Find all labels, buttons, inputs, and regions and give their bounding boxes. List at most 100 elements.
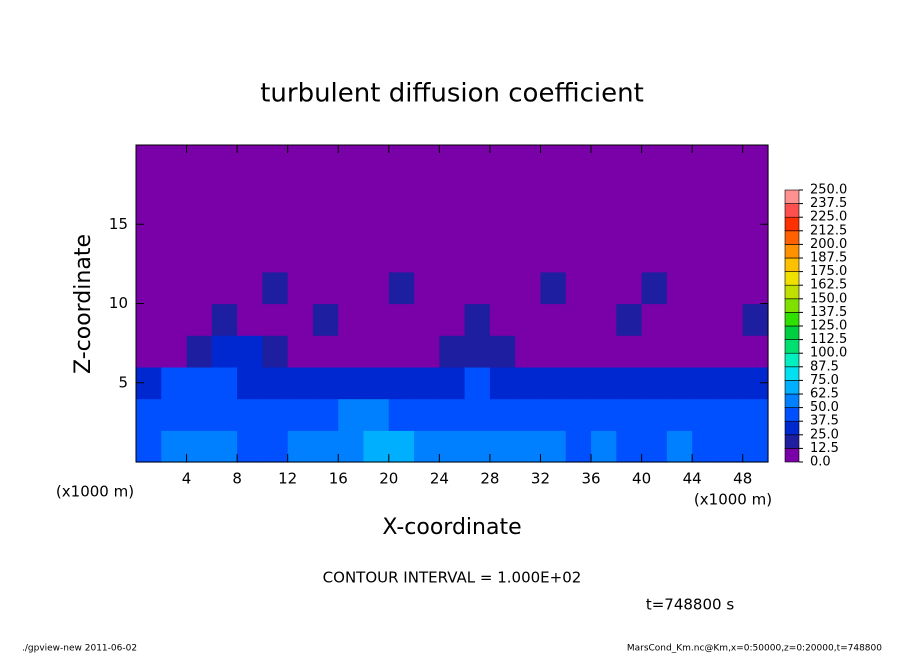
heat-cell — [464, 145, 491, 178]
heat-cell — [287, 240, 314, 273]
heat-cell — [363, 303, 390, 336]
heat-cell — [641, 208, 668, 241]
heat-cell — [338, 240, 365, 273]
heat-cell — [717, 366, 744, 400]
y-axis-label: Z-coordinate — [71, 234, 96, 374]
heat-cell — [388, 145, 415, 178]
colorbar-label: 162.5 — [810, 278, 847, 293]
heat-cell — [363, 208, 390, 241]
x-tick-label: 12 — [278, 470, 297, 488]
heat-cell — [211, 335, 238, 368]
heat-cell — [616, 240, 643, 273]
heat-cell — [287, 366, 314, 400]
heat-cell — [388, 176, 415, 209]
colorbar-box — [784, 284, 800, 300]
heat-cell — [717, 176, 744, 209]
colorbar-label: 187.5 — [810, 251, 847, 266]
heat-cell — [692, 398, 719, 431]
heat-cell — [312, 271, 339, 305]
colorbar-label: 12.5 — [810, 441, 839, 456]
heat-cell — [742, 271, 769, 305]
heat-cell — [464, 303, 491, 336]
heat-cell — [717, 208, 744, 241]
heat-cell — [565, 271, 592, 305]
heat-cell — [489, 208, 516, 241]
x-tick-label: 40 — [632, 470, 651, 488]
heat-cell — [692, 145, 719, 178]
colorbar-box — [784, 393, 800, 408]
heat-cell — [565, 335, 592, 368]
heat-cell — [237, 208, 263, 241]
heat-cell — [641, 366, 668, 400]
heat-cell — [515, 398, 542, 431]
heat-cell — [237, 430, 263, 463]
heat-cell — [439, 240, 466, 273]
heat-cell — [161, 271, 188, 305]
heat-cell — [641, 398, 668, 431]
heat-cell — [186, 430, 213, 463]
x-unit-label: (x1000 m) — [694, 491, 772, 509]
heat-cell — [692, 335, 719, 368]
heat-cell — [338, 430, 365, 463]
heat-cell — [161, 240, 188, 273]
heat-cell — [717, 240, 744, 273]
colorbar-label: 50.0 — [810, 400, 839, 415]
heat-cell — [591, 271, 617, 305]
x-tick-label: 24 — [430, 470, 449, 488]
heat-cell — [136, 398, 162, 431]
heat-cell — [717, 430, 744, 463]
x-tick-label: 36 — [581, 470, 600, 488]
heat-cell — [692, 366, 719, 400]
heat-cell — [742, 240, 769, 273]
y-tick-label: 5 — [118, 373, 128, 391]
heat-cell — [439, 271, 466, 305]
heat-cell — [464, 271, 491, 305]
heat-cell — [211, 430, 238, 463]
heat-cell — [161, 208, 188, 241]
heat-cell — [565, 366, 592, 400]
heat-cell — [262, 366, 289, 400]
colorbar-label: 237.5 — [810, 196, 847, 211]
heat-cell — [641, 271, 668, 305]
heat-cell — [363, 145, 390, 178]
heat-cell — [515, 208, 542, 241]
heat-cell — [515, 240, 542, 273]
heat-cell — [717, 145, 744, 178]
heat-cell — [262, 335, 289, 368]
heat-cell — [666, 398, 693, 431]
heat-cell — [692, 240, 719, 273]
heat-cell — [742, 335, 769, 368]
heat-cell — [616, 145, 643, 178]
colorbar-box — [784, 203, 800, 218]
heat-cell — [312, 176, 339, 209]
heat-cell — [666, 271, 693, 305]
heat-cell — [717, 335, 744, 368]
heat-cell — [742, 145, 769, 178]
heat-cell — [237, 176, 263, 209]
heat-cell — [388, 366, 415, 400]
chart-title: turbulent diffusion coefficient — [260, 79, 644, 109]
heat-cell — [742, 430, 769, 463]
colorbar-label: 250.0 — [810, 183, 847, 198]
heat-cell — [388, 208, 415, 241]
heat-cell — [692, 208, 719, 241]
heat-cell — [565, 176, 592, 209]
heat-cell — [136, 240, 162, 273]
colorbar-box — [784, 271, 800, 286]
heat-cell — [312, 303, 339, 336]
heat-cell — [414, 240, 440, 273]
x-unit-label: (x1000 m) — [56, 483, 134, 501]
heat-cell — [262, 208, 289, 241]
heat-cell — [312, 145, 339, 178]
colorbar-label: 37.5 — [810, 414, 839, 429]
heat-cell — [742, 176, 769, 209]
heat-cell — [363, 176, 390, 209]
heat-cell — [540, 145, 567, 178]
heat-cell — [136, 271, 162, 305]
heat-cell — [489, 303, 516, 336]
heat-cell — [540, 208, 567, 241]
heat-cell — [540, 366, 567, 400]
heat-cell — [287, 303, 314, 336]
colorbar-label: 175.0 — [810, 264, 847, 279]
